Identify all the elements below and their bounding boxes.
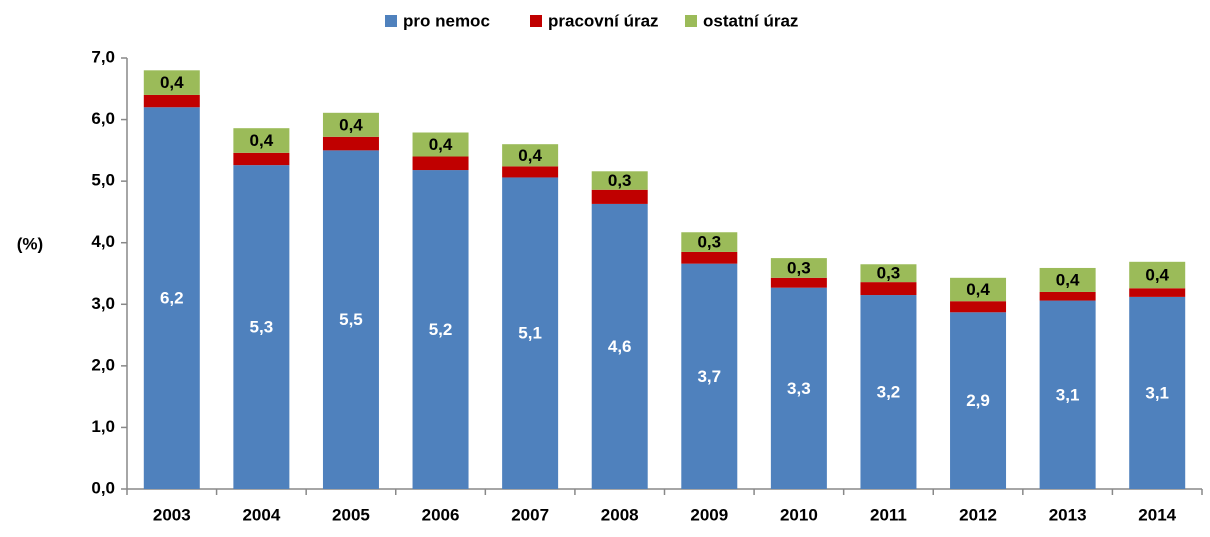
bar-segment [950,277,1007,302]
legend-swatch [685,15,697,27]
data-label: 3,7 [697,367,721,386]
bar-segment [233,165,290,490]
data-label: 5,3 [250,318,274,337]
data-label: 0,4 [160,73,184,92]
data-label: 0,4 [1056,270,1080,289]
data-label: 5,5 [339,310,363,329]
x-tick-label: 2003 [153,505,191,524]
y-tick-label: 7,0 [91,47,115,66]
bar-segment [860,295,917,489]
x-tick-label: 2014 [1138,505,1176,524]
bar-segment [412,170,469,489]
data-label: 5,2 [429,320,453,339]
bar-segment [322,112,379,137]
x-tick-label: 2013 [1049,505,1087,524]
data-label: 3,1 [1056,385,1080,404]
bar-segment [143,94,200,108]
y-axis-label: (%) [17,234,43,253]
data-label: 4,6 [608,337,632,356]
bar-segment [681,232,738,252]
bar-segment [502,144,559,167]
bar-segment [502,166,559,178]
bar-segment [591,171,648,190]
bar-segment [502,177,559,489]
bar-segment [770,258,827,278]
y-tick-label: 5,0 [91,171,115,190]
bar-segment [1129,296,1186,489]
x-tick-label: 2010 [780,505,818,524]
bar-segment [681,263,738,489]
y-tick-label: 2,0 [91,355,115,374]
y-tick-label: 4,0 [91,232,115,251]
bar-segment [1129,261,1186,289]
x-tick-label: 2005 [332,505,370,524]
legend-label: pracovní úraz [548,11,659,30]
bar-segment [322,136,379,151]
data-label: 5,1 [518,324,542,343]
y-tick-label: 3,0 [91,294,115,313]
bar-segment [860,264,917,283]
data-label: 0,4 [966,280,990,299]
data-label: 6,2 [160,289,184,308]
y-tick-label: 0,0 [91,478,115,497]
data-label: 0,4 [339,115,363,134]
bar-segment [233,152,290,166]
data-label: 0,4 [250,131,274,150]
x-tick-label: 2011 [870,505,907,524]
y-tick-label: 6,0 [91,109,115,128]
x-tick-label: 2004 [242,505,280,524]
x-tick-label: 2007 [511,505,549,524]
x-tick-label: 2006 [422,505,460,524]
bar-segment [1039,291,1096,301]
legend-label: ostatní úraz [703,11,798,30]
bar-segment [1129,288,1186,297]
data-label: 3,3 [787,379,811,398]
bar-segment [770,277,827,288]
bar-segment [322,150,379,489]
x-tick-label: 2009 [690,505,728,524]
bar-segment [233,128,290,153]
x-tick-label: 2012 [959,505,997,524]
bar-segment [143,107,200,489]
y-tick-label: 1,0 [91,417,115,436]
bar-segment [591,189,648,204]
data-label: 2,9 [966,391,990,410]
data-label: 0,4 [429,135,453,154]
bar-segment [1039,267,1096,292]
legend-label: pro nemoc [403,11,490,30]
bar-segment [412,156,469,171]
data-label: 0,4 [1145,266,1169,285]
bar-segment [143,70,200,95]
legend-swatch [530,15,542,27]
data-label: 0,3 [877,264,901,283]
x-tick-label: 2008 [601,505,639,524]
bar-segment [770,287,827,489]
data-label: 0,3 [697,233,721,252]
data-label: 3,1 [1145,383,1169,402]
data-label: 0,3 [608,171,632,190]
data-label: 3,2 [877,383,901,402]
bar-segment [681,251,738,264]
data-label: 0,4 [518,146,542,165]
bar-segment [591,203,648,489]
bar-segment [950,312,1007,489]
legend-swatch [385,15,397,27]
bar-segment [1039,300,1096,489]
bar-segment [860,282,917,296]
bar-segment [412,132,469,157]
data-label: 0,3 [787,258,811,277]
bar-segment [950,301,1007,313]
